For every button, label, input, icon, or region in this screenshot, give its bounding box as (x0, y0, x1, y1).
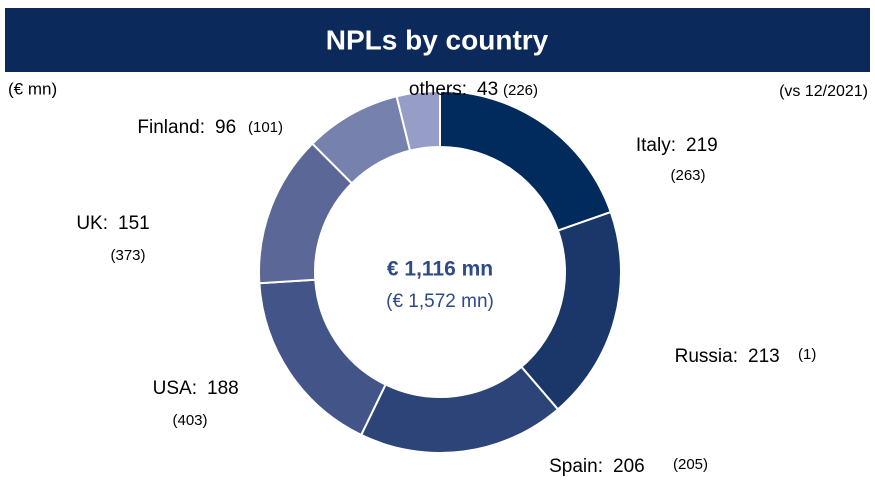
center-sublabel: (€ 1,572 mn) (386, 291, 494, 312)
slice-name: Italy: (636, 135, 676, 156)
slice-name: USA: (153, 378, 197, 399)
slice-name: others: (409, 79, 467, 100)
slice-name: UK: (76, 213, 108, 234)
slice-name: Spain: (549, 456, 603, 477)
center-label: € 1,116 mn (387, 258, 493, 281)
comparison-label: (vs 12/2021) (779, 83, 868, 100)
donut-slice (439, 89, 613, 232)
slice-value: 206 (613, 456, 645, 477)
previous-value: (101) (248, 119, 283, 136)
unit-label: (€ mn) (8, 79, 57, 98)
previous-value: (226) (503, 82, 538, 99)
slice-name: Finland: (137, 117, 205, 138)
previous-value: (1) (798, 346, 816, 363)
donut-slice (395, 89, 441, 152)
previous-value: (403) (172, 412, 207, 429)
donut-slice (258, 278, 387, 437)
slice-value: 96 (215, 117, 236, 138)
slice-name: Russia: (675, 346, 738, 367)
previous-value: (373) (110, 247, 145, 264)
previous-value: (205) (673, 456, 708, 473)
slice-value: 188 (207, 378, 239, 399)
slice-value: 213 (748, 346, 780, 367)
donut-slice (359, 365, 560, 454)
slice-value: 219 (686, 135, 718, 156)
chart-title: NPLs by country (326, 24, 549, 55)
header-bar (5, 8, 870, 72)
previous-value: (263) (670, 167, 705, 184)
slice-value: 151 (118, 213, 150, 234)
slice-value: 43 (477, 79, 498, 100)
donut-slice (520, 210, 622, 411)
